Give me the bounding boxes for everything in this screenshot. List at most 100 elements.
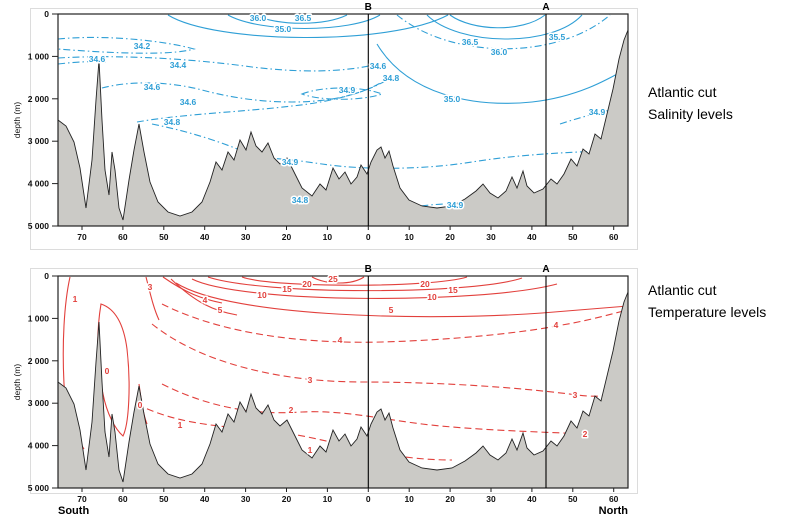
contour-line [233, 149, 629, 169]
contour-line [170, 278, 238, 316]
depth-tick-label: 0 [44, 9, 49, 19]
contour-label: 36.0 [491, 47, 508, 57]
latitude-tick-label: 0 [366, 232, 371, 242]
latitude-tick-label: 40 [527, 494, 537, 504]
contour-label: 36.5 [295, 13, 312, 23]
latitude-tick-label: 20 [282, 494, 292, 504]
depth-tick-label: 3 000 [28, 398, 50, 408]
depth-axis-label: depth (m) [12, 364, 22, 401]
contour-label: 34.6 [89, 54, 106, 64]
contour-line [227, 14, 381, 29]
contour-label: 36.0 [250, 13, 267, 23]
contour-label: 36.5 [462, 37, 479, 47]
contour-label: 5 [218, 305, 223, 315]
latitude-tick-label: 10 [404, 232, 414, 242]
contour-label: 35.0 [275, 24, 292, 34]
latitude-tick-label: 50 [568, 232, 578, 242]
contour-label: 34.8 [383, 73, 400, 83]
latitude-tick-label: 30 [486, 232, 496, 242]
contour-label: 34.9 [282, 157, 299, 167]
contour-label: 15 [448, 285, 458, 295]
contour-label: 10 [427, 292, 437, 302]
latitude-tick-label: 40 [527, 232, 537, 242]
section-marker-letter: A [542, 2, 549, 13]
contour-label: 10 [257, 290, 267, 300]
salinity-axes: 0 1 000 2 000 3 000 4 000 5 000 depth (m) 70 60 5… [12, 2, 619, 242]
depth-tick-label: 1 000 [28, 51, 50, 61]
caption-line-2: Salinity levels [648, 105, 733, 122]
contour-line [376, 43, 629, 104]
contour-line [162, 276, 223, 304]
depth-axis-label: depth (m) [12, 102, 22, 139]
contour-label: 3 [148, 282, 153, 292]
contour-line [167, 14, 449, 39]
contour-line [151, 323, 629, 397]
latitude-tick-label: 50 [568, 494, 578, 504]
contour-line [57, 56, 375, 72]
contour-label: 34.6 [370, 61, 387, 71]
latitude-tick-label: 50 [159, 494, 169, 504]
contour-label: 34.6 [180, 97, 197, 107]
latitude-tick-label: 20 [445, 232, 455, 242]
contour-line [145, 276, 160, 321]
north-label: North [599, 505, 629, 517]
contour-line [396, 14, 611, 50]
depth-tick-label: 4 000 [28, 179, 50, 189]
contour-label: 34.6 [144, 82, 161, 92]
latitude-tick-label: 10 [323, 232, 333, 242]
contour-label: 1 [308, 445, 313, 455]
salinity-caption: Atlantic cut Salinity levels [648, 82, 733, 125]
contour-line [161, 303, 629, 343]
seafloor-bathymetry [57, 29, 629, 227]
latitude-tick-label: 70 [77, 494, 87, 504]
contour-label: 1 [73, 294, 78, 304]
temperature-contour-lines [62, 276, 629, 461]
contour-label: 4 [203, 295, 208, 305]
contour-line [57, 36, 196, 54]
depth-tick-label: 2 000 [28, 356, 50, 366]
contour-label: 3 [573, 390, 578, 400]
latitude-tick-label: 50 [159, 232, 169, 242]
contour-line [191, 278, 558, 299]
contour-line [311, 276, 365, 284]
latitude-tick-label: 60 [118, 232, 128, 242]
contour-label: 34.4 [170, 60, 187, 70]
temperature-caption: Atlantic cut Temperature levels [648, 280, 766, 323]
latitude-tick-label: 60 [609, 232, 619, 242]
latitude-tick-label: 20 [445, 494, 455, 504]
contour-label: 34.8 [164, 117, 181, 127]
contour-label: 34.9 [589, 107, 606, 117]
depth-tick-label: 1 000 [28, 313, 50, 323]
latitude-tick-label: 10 [323, 494, 333, 504]
depth-tick-label: 3 000 [28, 136, 50, 146]
contour-line [559, 105, 629, 125]
contour-line [426, 14, 583, 40]
contour-line [449, 14, 546, 29]
contour-line [207, 276, 523, 292]
latitude-tick-label: 40 [200, 232, 210, 242]
salinity-section-plot: 0 1 000 2 000 3 000 4 000 5 000 depth (m) 70 60 5… [12, 2, 629, 242]
contour-label: 20 [420, 279, 430, 289]
latitude-tick-label: 20 [282, 232, 292, 242]
contour-line [57, 61, 107, 65]
latitude-tick-label: 70 [77, 232, 87, 242]
latitude-tick-label: 0 [366, 494, 371, 504]
latitude-tick-label: 30 [241, 232, 251, 242]
section-marker-letter: B [365, 2, 372, 13]
contour-label: 4 [554, 320, 559, 330]
contour-label: 35.5 [549, 32, 566, 42]
latitude-tick-label: 30 [486, 494, 496, 504]
contour-label: 0 [138, 400, 143, 410]
contour-line [175, 282, 629, 318]
contour-label: 34.2 [134, 41, 151, 51]
contour-line [136, 79, 388, 123]
plot-frame [57, 275, 629, 489]
contour-label: 25 [328, 274, 338, 284]
seafloor-bathymetry [57, 291, 629, 489]
contour-label: 5 [389, 305, 394, 315]
contour-label: 34.9 [339, 85, 356, 95]
depth-tick-label: 2 000 [28, 94, 50, 104]
